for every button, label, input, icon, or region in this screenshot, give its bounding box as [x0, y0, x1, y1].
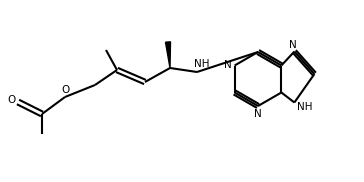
- Text: N: N: [224, 60, 232, 70]
- Text: N: N: [254, 109, 262, 119]
- Text: NH: NH: [297, 102, 312, 112]
- Text: O: O: [7, 95, 15, 105]
- Text: O: O: [62, 85, 70, 95]
- Text: N: N: [289, 39, 296, 50]
- Polygon shape: [166, 42, 170, 68]
- Text: NH: NH: [194, 59, 210, 69]
